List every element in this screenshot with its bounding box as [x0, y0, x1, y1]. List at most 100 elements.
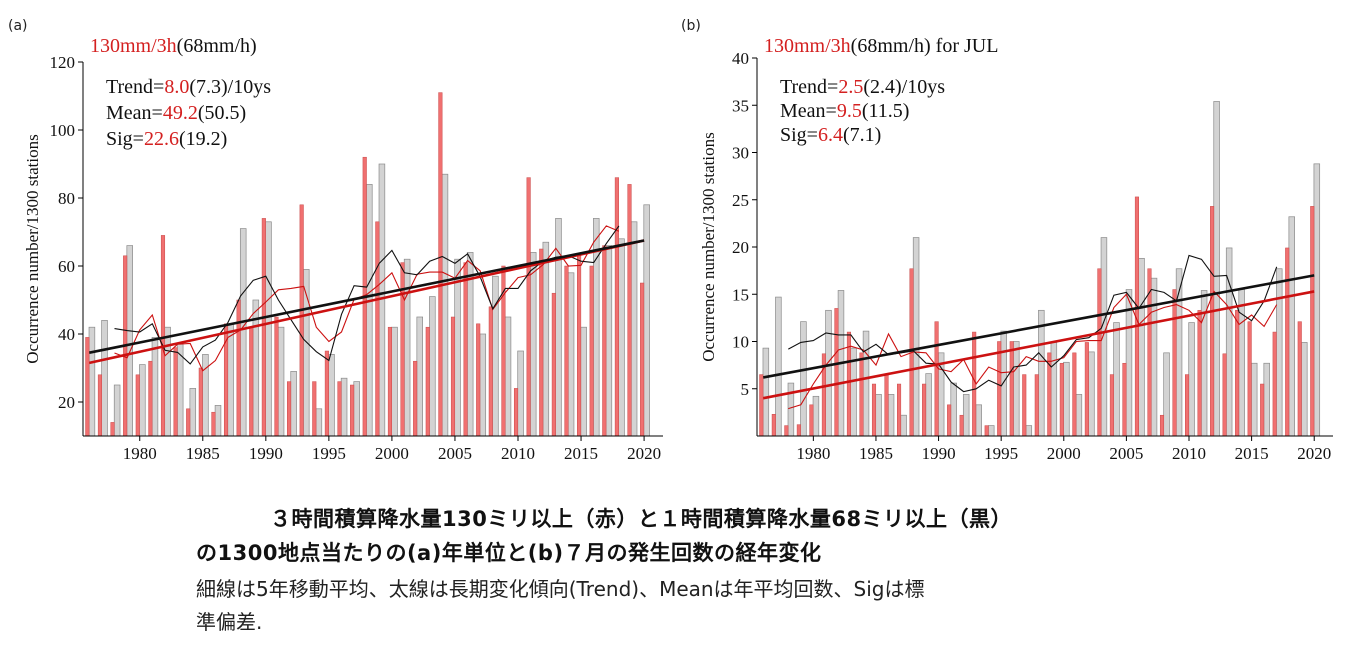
bar-130mm-1992 — [959, 414, 964, 437]
stat-value-68mm: (19.2) — [179, 128, 227, 150]
bar-130mm-2000 — [1059, 362, 1064, 437]
bar-68mm-2019 — [1301, 342, 1308, 437]
bar-68mm-2007 — [479, 333, 487, 437]
bar-68mm-2014 — [1238, 289, 1245, 437]
bar-130mm-2009 — [1172, 289, 1177, 437]
chart-title-part: (68mm/h) — [177, 35, 257, 57]
bar-68mm-2009 — [504, 316, 512, 437]
bar-130mm-1992 — [287, 381, 292, 437]
y-tick-label: 40 — [58, 325, 75, 344]
bar-68mm-1988 — [239, 228, 247, 437]
bar-68mm-2004 — [441, 173, 449, 437]
bar-68mm-2017 — [1276, 268, 1283, 437]
x-tick-label: 1980 — [796, 444, 830, 463]
bar-68mm-1978 — [113, 384, 121, 437]
bar-68mm-1991 — [950, 382, 957, 437]
bar-68mm-2009 — [1175, 268, 1183, 437]
bar-130mm-2014 — [1235, 310, 1240, 437]
y-tick-label: 30 — [732, 144, 749, 163]
trend-line-130mm — [763, 290, 1315, 400]
bar-68mm-2003 — [1100, 237, 1108, 437]
y-axis-label: Occurrence number/1300 stations — [23, 134, 42, 363]
bar-130mm-2012 — [1210, 206, 1215, 437]
bar-130mm-2019 — [1297, 321, 1302, 437]
bar-68mm-2002 — [1088, 351, 1095, 437]
x-tick-label: 2010 — [501, 444, 535, 463]
moving-average-130mm — [114, 225, 620, 372]
chart-title-part: 130mm/3h — [764, 35, 851, 57]
bar-130mm-1998 — [1034, 374, 1039, 437]
stat-value-130mm: 49.2 — [163, 102, 198, 124]
bar-68mm-2020 — [1313, 163, 1321, 437]
bar-68mm-2013 — [555, 218, 562, 437]
bar-130mm-2014 — [564, 265, 569, 437]
bar-130mm-2020 — [1310, 206, 1315, 437]
bar-68mm-1988 — [912, 237, 920, 437]
caption-note-line1: 細線は5年移動平均、太線は長期変化傾向(Trend)、Meanは年平均回数、Si… — [196, 577, 925, 601]
moving-average-68mm — [788, 254, 1278, 393]
caption-title-line1: ３時間積算降水量130ミリ以上（赤）と１時間積算降水量68ミリ以上（黒） — [270, 507, 1013, 531]
y-tick-label: 15 — [732, 285, 749, 304]
x-tick-label: 1990 — [922, 444, 956, 463]
bar-68mm-1986 — [214, 405, 222, 437]
stat-value-68mm: (7.3)/10ys — [189, 76, 271, 98]
stat-mean: Mean=9.5(11.5) — [780, 100, 909, 122]
bar-130mm-1997 — [1022, 374, 1027, 437]
y-tick-label: 10 — [732, 333, 749, 352]
y-tick-label: 120 — [50, 53, 76, 72]
stat-sig: Sig=22.6(19.2) — [106, 128, 227, 150]
bar-68mm-1994 — [315, 408, 323, 437]
bar-130mm-1993 — [972, 331, 977, 437]
y-tick-label: 25 — [732, 191, 749, 210]
bar-130mm-1994 — [984, 425, 989, 437]
x-tick-label: 1995 — [312, 444, 346, 463]
x-tick-label: 2000 — [375, 444, 409, 463]
bar-68mm-1996 — [1013, 341, 1020, 437]
y-tick-label: 40 — [732, 49, 749, 68]
bar-68mm-2014 — [567, 272, 575, 437]
bar-130mm-2015 — [1247, 321, 1252, 437]
bar-68mm-2020 — [643, 204, 650, 437]
bar-68mm-2015 — [1250, 362, 1258, 437]
bar-68mm-1992 — [962, 394, 970, 437]
bar-130mm-1984 — [859, 352, 864, 437]
bar-130mm-2013 — [1222, 353, 1227, 437]
stat-value-68mm: (2.4)/10ys — [863, 76, 945, 98]
bar-130mm-1986 — [884, 374, 889, 437]
caption-title-line2: の1300地点当たりの(a)年単位と(b)７月の発生回数の経年変化 — [196, 541, 822, 565]
bar-130mm-1983 — [173, 347, 178, 437]
bar-130mm-1994 — [312, 381, 317, 437]
stat-value-130mm: 2.5 — [838, 76, 863, 98]
bar-68mm-1989 — [925, 373, 932, 437]
bar-130mm-2006 — [463, 262, 468, 437]
bar-68mm-1999 — [1050, 342, 1058, 437]
y-tick-label: 20 — [58, 393, 75, 412]
bar-130mm-1995 — [324, 350, 329, 437]
bar-68mm-2004 — [1113, 322, 1120, 437]
y-tick-label: 60 — [58, 257, 75, 276]
bar-68mm-2007 — [1150, 277, 1158, 437]
bar-68mm-1997 — [1025, 425, 1033, 437]
bar-130mm-1979 — [796, 424, 801, 437]
bar-130mm-1978 — [784, 425, 789, 437]
bar-68mm-1987 — [227, 323, 234, 437]
stat-trend: Trend=2.5(2.4)/10ys — [780, 76, 945, 98]
bar-130mm-1987 — [897, 383, 902, 437]
stat-label: Mean= — [780, 100, 837, 122]
bar-130mm-1984 — [186, 408, 191, 437]
chart-title: 130mm/3h(68mm/h) — [90, 35, 257, 57]
x-tick-label: 2015 — [1235, 444, 1269, 463]
stat-value-68mm: (11.5) — [862, 100, 910, 122]
bar-68mm-2012 — [542, 241, 550, 437]
x-tick-label: 1990 — [249, 444, 283, 463]
bar-130mm-2018 — [614, 177, 619, 437]
bar-68mm-1986 — [887, 394, 895, 437]
bar-130mm-1977 — [771, 414, 776, 437]
bar-68mm-1991 — [277, 326, 285, 437]
bar-130mm-2007 — [476, 323, 481, 437]
stat-label: Trend= — [106, 76, 164, 98]
bar-68mm-1995 — [1000, 330, 1007, 437]
bar-68mm-2012 — [1213, 101, 1220, 437]
stat-label: Sig= — [780, 124, 818, 146]
panel-a-chart: (a) 20 40 60 80 100 120 1980 1985 1990 1995 2000 200… — [8, 18, 663, 463]
